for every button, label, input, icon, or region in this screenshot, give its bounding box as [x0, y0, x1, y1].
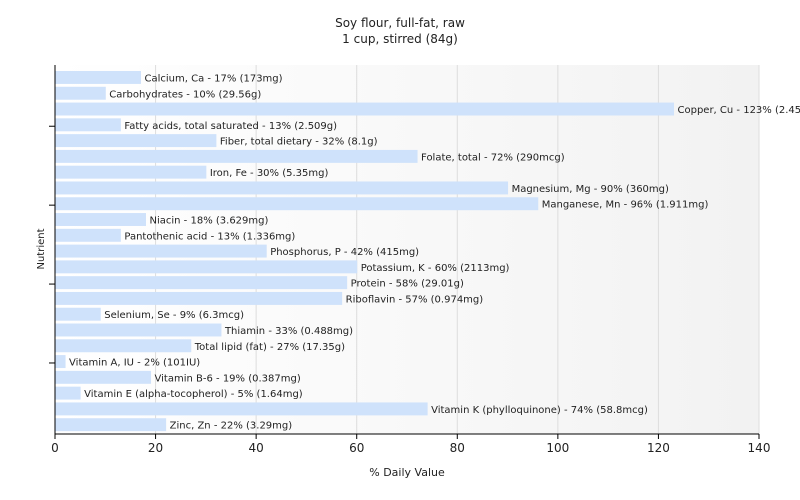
bar-label: Pantothenic acid - 13% (1.336mg): [124, 231, 295, 242]
bar-label: Carbohydrates - 10% (29.56g): [109, 89, 261, 100]
bar-label: Selenium, Se - 9% (6.3mcg): [104, 310, 244, 321]
bar: [55, 386, 81, 400]
bar: [55, 307, 101, 321]
bar-label: Iron, Fe - 30% (5.35mg): [210, 168, 329, 179]
x-tick-label: 140: [748, 441, 771, 455]
bar: [55, 149, 418, 163]
x-tick-label: 80: [450, 441, 465, 455]
bar-label: Vitamin E (alpha-tocopherol) - 5% (1.64m…: [84, 389, 303, 400]
bar-label: Phosphorus, P - 42% (415mg): [270, 247, 419, 258]
bar-label: Copper, Cu - 123% (2.453mg): [678, 105, 800, 116]
bar: [55, 323, 222, 337]
x-tick-label: 60: [349, 441, 364, 455]
bar: [55, 418, 167, 432]
bar-label: Thiamin - 33% (0.488mg): [224, 326, 353, 337]
bar: [55, 165, 207, 179]
bar: [55, 197, 539, 211]
bar: [55, 213, 147, 226]
x-tick-label: 100: [546, 441, 569, 455]
bar-label: Fatty acids, total saturated - 13% (2.50…: [124, 121, 337, 132]
bar-label: Protein - 58% (29.01g): [351, 279, 464, 290]
bar-label: Manganese, Mn - 96% (1.911mg): [542, 200, 709, 211]
bar: [55, 370, 152, 384]
bar: [55, 134, 217, 148]
bar: [55, 260, 358, 274]
x-tick-label: 40: [249, 441, 264, 455]
bar: [55, 355, 66, 369]
bar-label: Vitamin A, IU - 2% (101IU): [69, 358, 200, 369]
bar: [55, 402, 428, 416]
bar: [55, 102, 675, 116]
x-tick-label: 120: [647, 441, 670, 455]
bar: [55, 228, 121, 242]
y-axis-label: Nutrient: [36, 228, 47, 269]
bar: [55, 244, 267, 258]
bar-label: Riboflavin - 57% (0.974mg): [346, 294, 484, 305]
bar-label: Fiber, total dietary - 32% (8.1g): [220, 137, 378, 148]
bar-label: Magnesium, Mg - 90% (360mg): [512, 184, 669, 195]
bar: [55, 118, 121, 132]
x-axis-label: % Daily Value: [369, 466, 445, 479]
bar-label: Vitamin K (phylloquinone) - 74% (58.8mcg…: [431, 405, 648, 416]
bar: [55, 276, 348, 290]
bar: [55, 339, 192, 353]
bar: [55, 71, 141, 84]
chart-subtitle: 1 cup, stirred (84g): [342, 32, 458, 46]
bar: [55, 181, 509, 195]
bar-label: Total lipid (fat) - 27% (17.35g): [194, 342, 345, 353]
bar-label: Calcium, Ca - 17% (173mg): [144, 73, 282, 84]
bar: [55, 291, 343, 305]
bar-label: Potassium, K - 60% (2113mg): [361, 263, 510, 274]
bar-label: Zinc, Zn - 22% (3.29mg): [170, 421, 293, 432]
bar-label: Niacin - 18% (3.629mg): [150, 216, 269, 227]
x-tick-label: 0: [51, 441, 59, 455]
chart-title: Soy flour, full-fat, raw: [335, 16, 465, 30]
bar: [55, 86, 106, 100]
x-tick-label: 20: [148, 441, 163, 455]
bar-label: Vitamin B-6 - 19% (0.387mg): [155, 373, 301, 384]
bar-label: Folate, total - 72% (290mcg): [421, 152, 565, 163]
